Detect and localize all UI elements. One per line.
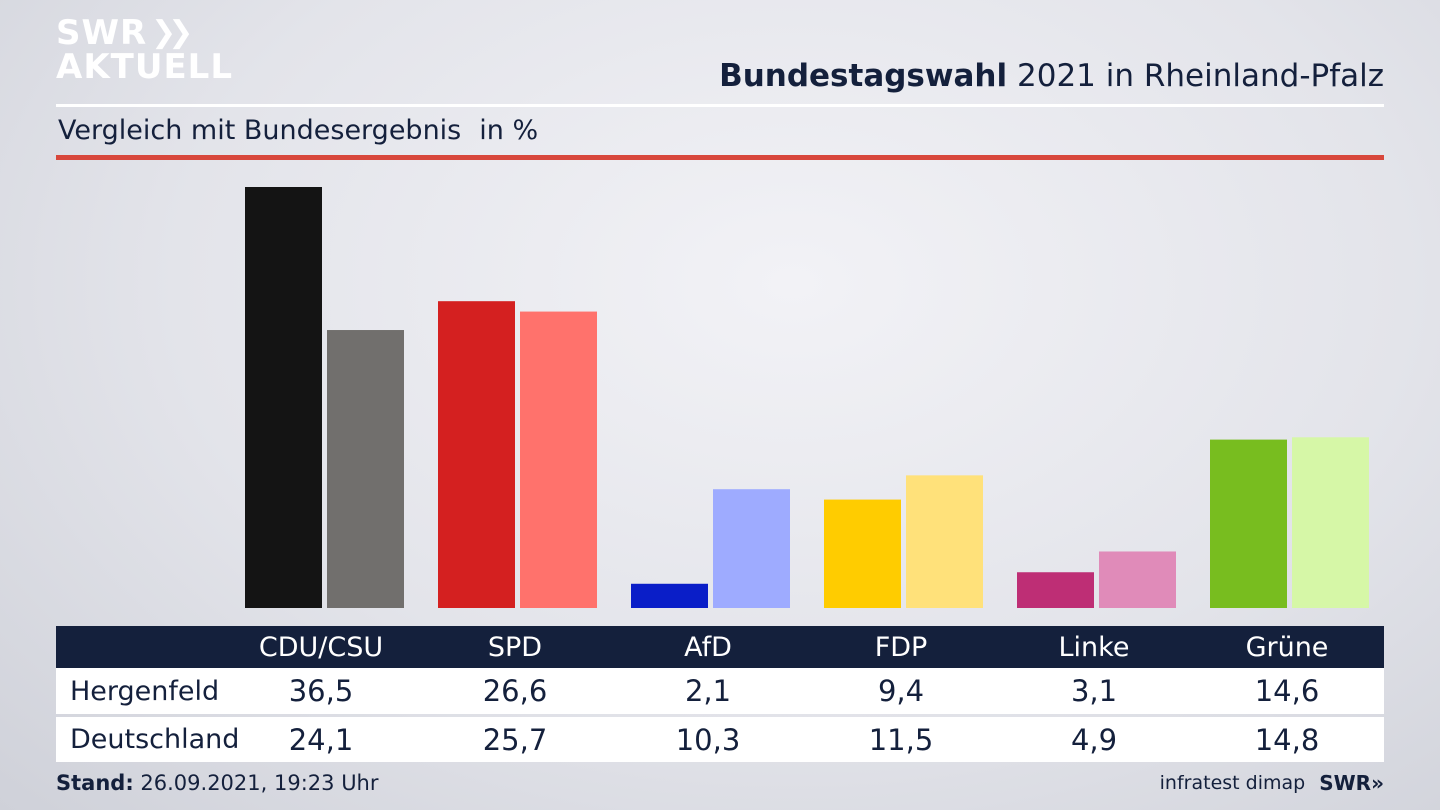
bar-deutschland-2 bbox=[713, 489, 790, 608]
stand-label: Stand: bbox=[56, 771, 134, 795]
bar-hergenfeld-5 bbox=[1210, 439, 1287, 608]
source-credit: infratest dimap SWR» bbox=[1160, 771, 1384, 795]
bar-chart bbox=[245, 187, 1369, 608]
title-bold: Bundestagswahl bbox=[719, 58, 1008, 94]
table-cell: 14,8 bbox=[1254, 722, 1320, 757]
bar-deutschland-4 bbox=[1099, 551, 1176, 608]
row-label: Hergenfeld bbox=[70, 675, 220, 707]
logo-line-1: SWR bbox=[56, 13, 148, 53]
column-header: Grüne bbox=[1245, 631, 1329, 663]
row-label: Deutschland bbox=[70, 724, 240, 755]
column-header: CDU/CSU bbox=[258, 631, 384, 663]
bar-hergenfeld-3 bbox=[824, 499, 901, 608]
table-cell: 9,4 bbox=[877, 674, 925, 708]
table-cell: 11,5 bbox=[868, 722, 934, 757]
column-header: Linke bbox=[1058, 631, 1130, 663]
bar-hergenfeld-2 bbox=[631, 583, 708, 608]
subtitle-unit: in % bbox=[479, 115, 539, 146]
title-rest: 2021 in Rheinland-Pfalz bbox=[1017, 58, 1384, 94]
header-divider bbox=[56, 104, 1384, 107]
accent-divider bbox=[56, 155, 1384, 160]
page-title: Bundestagswahl 2021 in Rheinland-Pfalz bbox=[719, 58, 1384, 94]
bar-hergenfeld-0 bbox=[245, 187, 322, 608]
table-cell: 26,6 bbox=[482, 674, 548, 708]
table-cell: 3,1 bbox=[1070, 674, 1118, 708]
table-cell: 4,9 bbox=[1070, 722, 1118, 757]
source-text: infratest dimap bbox=[1159, 772, 1306, 794]
chart-subtitle: Vergleich mit Bundesergebnis in % bbox=[58, 115, 538, 146]
column-header: FDP bbox=[874, 631, 928, 663]
stand-value: 26.09.2021, 19:23 Uhr bbox=[140, 771, 379, 795]
timestamp: Stand: 26.09.2021, 19:23 Uhr bbox=[56, 771, 379, 795]
party-header-row: CDU/CSU SPD AfD FDP Linke Grüne bbox=[56, 626, 1384, 668]
logo-line-2: AKTUELL bbox=[56, 47, 234, 87]
subtitle-text: Vergleich mit Bundesergebnis bbox=[58, 115, 462, 146]
bar-deutschland-0 bbox=[327, 330, 404, 608]
table-row-deutschland: Deutschland 24,1 25,7 10,3 11,5 4,9 14,8 bbox=[56, 717, 1384, 762]
table-cell: 14,6 bbox=[1254, 674, 1320, 708]
bar-deutschland-3 bbox=[906, 475, 983, 608]
swr-aktuell-logo: SWR ❯❯ AKTUELL bbox=[56, 13, 234, 87]
table-cell: 10,3 bbox=[675, 722, 741, 757]
bar-deutschland-1 bbox=[520, 311, 597, 608]
table-cell: 24,1 bbox=[288, 722, 354, 757]
table-cell: 36,5 bbox=[288, 674, 354, 708]
column-header: SPD bbox=[487, 631, 543, 663]
bar-deutschland-5 bbox=[1292, 437, 1369, 608]
bar-hergenfeld-1 bbox=[438, 301, 515, 608]
table-row-hergenfeld: Hergenfeld 36,5 26,6 2,1 9,4 3,1 14,6 bbox=[56, 668, 1384, 714]
bar-hergenfeld-4 bbox=[1017, 572, 1094, 608]
table-cell: 2,1 bbox=[684, 674, 732, 708]
table-cell: 25,7 bbox=[482, 722, 548, 757]
column-header: AfD bbox=[684, 631, 732, 663]
swr-footer-logo: SWR» bbox=[1319, 771, 1384, 795]
